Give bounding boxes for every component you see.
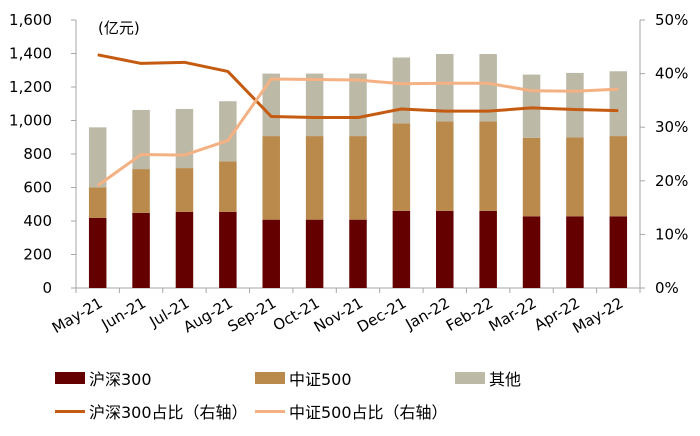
bar-segment [566,72,584,138]
bar-segment [305,219,324,288]
y2-tick-label: 30% [655,118,688,136]
bar-segment [305,136,324,220]
bar-segment [88,127,107,188]
y-tick-label: 1,200 [9,78,52,96]
x-tick-label: Aug-21 [180,294,236,336]
axes: 0 200 400 600 800 1,000 1,200 1,400 1,600 0% 10% 20… [9,11,688,337]
bar-segment [609,216,628,288]
y-tick-label: 1,400 [9,45,52,63]
bar-segment [479,121,497,211]
bar-segment [522,216,541,288]
bar-segment [175,168,194,212]
unit-label: (亿元) [98,19,140,37]
bar-segment [219,161,237,212]
x-tick-label: Dec-21 [354,294,409,336]
bar-segment [566,216,584,288]
ratio-line [96,77,619,187]
y2-tick-label: 10% [655,225,688,243]
x-tick-label: May-22 [569,294,626,337]
bar-segment [175,211,194,288]
bar-segment [88,187,107,218]
y2-tick-label: 40% [655,65,688,83]
bar-segment [436,210,454,288]
ratio-line [97,53,619,120]
y2-tick-label: 50% [655,11,688,29]
bar-segment [392,210,411,288]
bar-segment [175,108,194,169]
y-tick-label: 200 [23,246,52,264]
y-tick-label: 600 [23,179,52,197]
bar-segment [132,169,150,213]
bar-segment [262,73,280,137]
bar-segment [262,136,280,220]
bar-segment [436,121,454,211]
x-tick-label: Feb-22 [443,294,496,335]
bar-segment [609,136,628,217]
x-tick-label: Sep-21 [225,294,280,336]
bar-segment [566,137,584,217]
x-tick-label: Mar-22 [486,294,540,336]
bar-segment [305,73,324,137]
bar-segment [262,219,280,288]
bar-segment [88,217,107,288]
y-tick-label: 1,000 [9,112,52,130]
bar-segment [219,101,237,162]
x-tick-label: Jun-21 [98,294,149,334]
y2-tick-label: 0% [655,279,679,297]
bar-segment [522,137,541,217]
ratio-lines [96,53,619,187]
bar-segment [219,211,237,288]
y2-tick-label: 20% [655,172,688,190]
bar-segment [132,212,150,288]
y-tick-label: 1,600 [9,11,52,29]
bar-segment [609,71,628,137]
y-tick-label: 0 [42,279,52,297]
x-tick-label: May-21 [49,294,106,337]
bar-segment [479,54,497,122]
bar-segment [479,210,497,288]
stacked-bars [88,54,628,288]
bar-segment [392,57,411,124]
bar-segment [392,123,411,211]
bar-segment [436,54,454,122]
y-tick-label: 800 [23,145,52,163]
bar-segment [349,136,367,220]
bar-segment [349,219,367,288]
bar-segment [522,74,541,138]
bar-segment [349,73,367,137]
y-tick-label: 400 [23,212,52,230]
x-tick-label: Jan-22 [402,294,453,334]
x-tick-label: Nov-21 [311,294,366,336]
